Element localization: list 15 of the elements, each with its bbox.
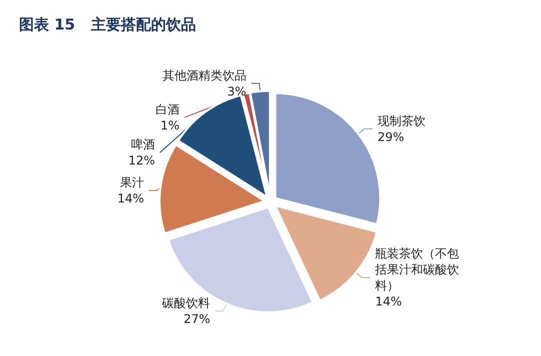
- data-label: 29%: [378, 130, 404, 144]
- data-label: 3%: [227, 84, 246, 98]
- slice-label: 果汁: [120, 176, 144, 190]
- data-label: 27%: [184, 312, 210, 326]
- slice-label: 碳酸饮料: [161, 296, 210, 310]
- slice-label: 瓶装茶饮（不包括果汁和碳酸饮料）: [375, 246, 460, 293]
- slice-label: 啤酒: [131, 137, 156, 152]
- slice-label: 白酒: [156, 102, 180, 116]
- data-label: 1%: [160, 118, 180, 132]
- data-label: 14%: [375, 294, 402, 309]
- data-label: 12%: [128, 153, 156, 168]
- chart-title: 图表 15 主要搭配的饮品: [19, 16, 196, 34]
- slice-label: 现制茶饮: [378, 114, 426, 128]
- slice-label: 其他酒精类饮品: [162, 68, 246, 82]
- data-label: 14%: [117, 192, 144, 206]
